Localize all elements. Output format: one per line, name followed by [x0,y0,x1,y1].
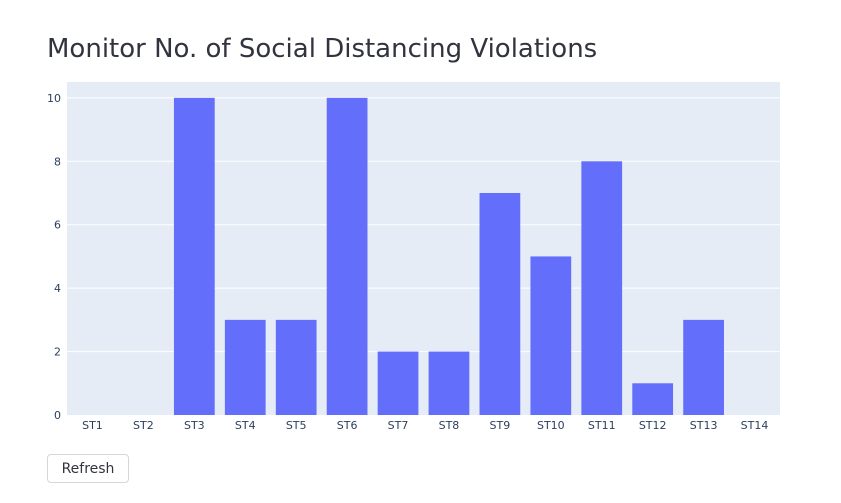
x-tick-label: ST14 [741,419,769,432]
bar-st10[interactable] [530,256,572,415]
x-tick-label: ST11 [588,419,616,432]
x-tick-label: ST2 [133,419,154,432]
bar-st8[interactable] [428,351,470,415]
bar-st3[interactable] [173,97,215,415]
y-tick-label: 0 [54,409,61,422]
refresh-button[interactable]: Refresh [47,454,129,483]
x-tick-label: ST8 [439,419,460,432]
bar-st6[interactable] [326,97,368,415]
x-tick-label: ST13 [690,419,718,432]
y-tick-label: 10 [47,92,61,105]
bar-st11[interactable] [581,161,623,415]
x-axis-ticks: ST1 ST2 ST3 ST4 ST5 ST6 ST7 ST8 ST9 ST10 ST11 ST12 S… [82,419,768,432]
bar-st9[interactable] [479,193,521,415]
x-tick-label: ST4 [235,419,256,432]
x-tick-label: ST7 [388,419,409,432]
x-tick-label: ST1 [82,419,103,432]
x-tick-label: ST10 [537,419,565,432]
bar-st5[interactable] [275,319,317,415]
bar-st13[interactable] [683,319,724,415]
page-title: Monitor No. of Social Distancing Violati… [47,34,598,64]
x-tick-label: ST5 [286,419,307,432]
x-tick-label: ST12 [639,419,667,432]
bar-st7[interactable] [377,351,419,415]
bars [173,97,724,415]
y-tick-label: 4 [54,282,61,295]
y-axis-ticks: 0 2 4 6 8 10 [47,92,61,422]
x-tick-label: ST9 [490,419,511,432]
x-tick-label: ST3 [184,419,205,432]
y-tick-label: 6 [54,219,61,232]
bar-st12[interactable] [632,383,674,415]
x-tick-label: ST6 [337,419,358,432]
y-tick-label: 2 [54,346,61,359]
bar-st4[interactable] [224,319,266,415]
y-tick-label: 8 [54,155,61,168]
